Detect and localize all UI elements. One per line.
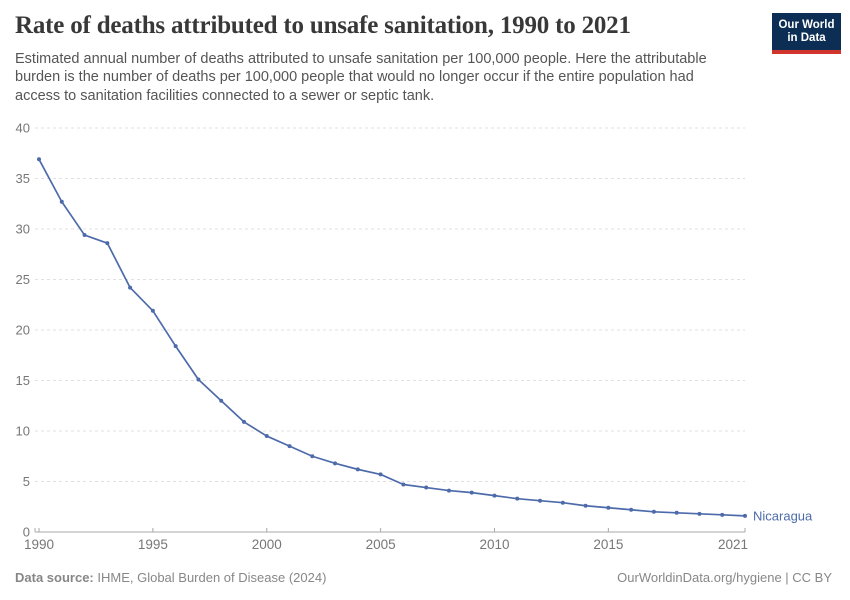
data-point[interactable]	[469, 490, 474, 495]
data-source-label: Data source:	[15, 570, 94, 585]
x-axis-tick-label: 2005	[366, 537, 396, 552]
x-axis-tick-label: 2000	[252, 537, 282, 552]
data-point[interactable]	[37, 157, 41, 162]
credit-link[interactable]: OurWorldinData.org/hygiene | CC BY	[617, 570, 832, 585]
data-point[interactable]	[697, 511, 702, 516]
data-point[interactable]	[515, 496, 520, 501]
data-point[interactable]	[492, 493, 497, 498]
data-point[interactable]	[310, 454, 315, 459]
data-source: Data source: IHME, Global Burden of Dise…	[15, 570, 326, 585]
data-point[interactable]	[651, 509, 656, 514]
data-point[interactable]	[378, 472, 383, 477]
data-point[interactable]	[629, 507, 634, 512]
data-point[interactable]	[82, 233, 87, 238]
y-axis-tick-label: 15	[16, 373, 30, 388]
owid-logo[interactable]: Our World in Data	[772, 13, 841, 54]
chart-subtitle: Estimated annual number of deaths attrib…	[15, 50, 707, 104]
y-axis-tick-label: 30	[16, 222, 30, 237]
data-source-value: IHME, Global Burden of Disease (2024)	[93, 570, 327, 585]
owid-logo-line2: in Data	[787, 32, 826, 44]
y-axis-tick-label: 0	[23, 525, 30, 540]
x-axis-tick-label: 1995	[138, 537, 168, 552]
x-axis-tick-label: 1990	[24, 537, 54, 552]
y-axis-tick-label: 10	[16, 424, 30, 439]
data-point[interactable]	[743, 513, 747, 518]
owid-logo-line1: Our World	[778, 19, 835, 31]
data-point[interactable]	[583, 503, 588, 508]
x-axis-tick-label: 2010	[479, 537, 509, 552]
x-axis-tick-label: 2021	[718, 537, 748, 552]
y-axis-tick-label: 40	[16, 121, 30, 136]
data-point[interactable]	[424, 485, 429, 490]
data-point[interactable]	[196, 377, 201, 382]
chart-footer: Data source: IHME, Global Burden of Dise…	[15, 570, 832, 585]
data-point[interactable]	[538, 498, 543, 503]
y-axis-tick-label: 5	[23, 474, 30, 489]
series-end-label[interactable]: Nicaragua	[753, 508, 813, 523]
x-axis-tick-label: 2015	[593, 537, 623, 552]
data-point[interactable]	[355, 467, 360, 472]
data-point[interactable]	[401, 482, 406, 487]
data-point[interactable]	[241, 419, 246, 424]
data-point[interactable]	[219, 398, 224, 403]
data-point[interactable]	[606, 505, 611, 510]
data-point[interactable]	[333, 461, 338, 466]
data-point[interactable]	[173, 344, 178, 349]
page-title: Rate of deaths attributed to unsafe sani…	[15, 12, 631, 39]
data-point[interactable]	[59, 199, 64, 204]
y-axis-tick-label: 20	[16, 323, 30, 338]
data-point[interactable]	[128, 285, 133, 290]
data-point[interactable]	[674, 510, 679, 515]
data-point[interactable]	[720, 512, 725, 517]
data-point[interactable]	[287, 444, 292, 449]
y-axis-tick-label: 25	[16, 272, 30, 287]
series-line[interactable]	[38, 158, 746, 517]
chart-header: Rate of deaths attributed to unsafe sani…	[15, 12, 755, 105]
data-point[interactable]	[264, 434, 269, 439]
data-point[interactable]	[560, 500, 565, 505]
data-point[interactable]	[105, 241, 110, 246]
y-axis-tick-label: 35	[16, 171, 30, 186]
data-point[interactable]	[446, 488, 451, 493]
data-point[interactable]	[150, 308, 155, 313]
